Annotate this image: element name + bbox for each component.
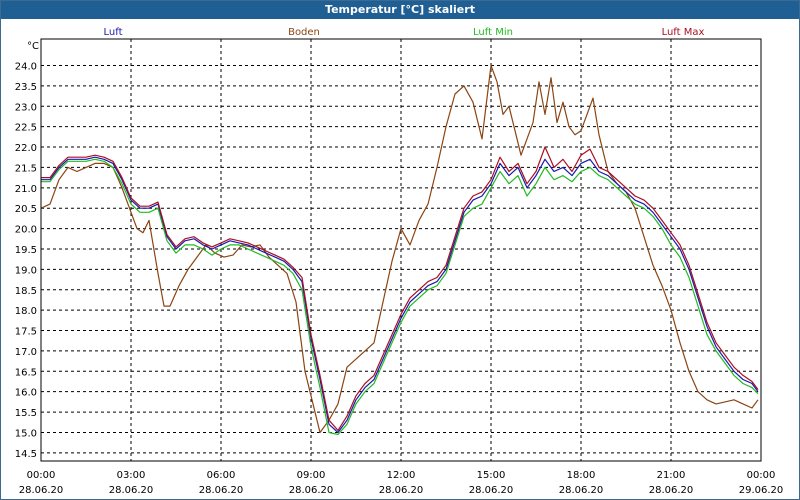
x-tick-time: 12:00 xyxy=(387,470,416,481)
y-tick-label: 16.0 xyxy=(15,388,37,399)
y-tick-label: 14.5 xyxy=(15,449,37,460)
y-tick-label: 15.0 xyxy=(15,428,37,439)
plot-frame xyxy=(40,38,762,462)
x-tick-date: 28.06.20 xyxy=(379,485,424,496)
x-tick-time: 00:00 xyxy=(27,470,56,481)
y-unit-label: °C xyxy=(27,41,39,52)
x-tick-time: 06:00 xyxy=(207,470,236,481)
y-tick-label: 23.0 xyxy=(15,102,37,113)
series-lines xyxy=(40,64,759,436)
x-tick-time: 09:00 xyxy=(297,470,326,481)
y-tick-label: 15.5 xyxy=(15,408,37,419)
grid xyxy=(41,39,761,461)
y-tick-label: 22.0 xyxy=(15,143,37,154)
x-tick-time: 15:00 xyxy=(477,470,506,481)
x-tick-time: 03:00 xyxy=(117,470,146,481)
x-tick-date: 29.06.20 xyxy=(739,485,784,496)
x-tick-date: 28.06.20 xyxy=(199,485,244,496)
y-tick-label: 24.0 xyxy=(15,62,37,73)
legend-item-boden: Boden xyxy=(288,27,320,38)
series-line-boden xyxy=(40,64,759,434)
x-axis: 00:00 28.06.20 03:00 28.06.20 06:00 28.06.20 0… xyxy=(19,470,784,496)
y-tick-label: 20.5 xyxy=(15,204,37,215)
series-line-luft-min xyxy=(41,158,759,436)
y-tick-label: 23.5 xyxy=(15,82,37,93)
y-tick-label: 16.5 xyxy=(15,367,37,378)
series-line-luft-max xyxy=(41,146,759,431)
x-tick-time: 21:00 xyxy=(657,470,686,481)
x-tick-date: 28.06.20 xyxy=(559,485,604,496)
series-line-luft xyxy=(41,156,759,434)
chart-title: Temperatur [°C] skaliert xyxy=(1,1,799,19)
legend-item-luft-max: Luft Max xyxy=(662,27,705,38)
y-tick-label: 17.5 xyxy=(15,327,37,338)
x-tick-date: 28.06.20 xyxy=(289,485,334,496)
legend-item-luft-min: Luft Min xyxy=(473,27,513,38)
legend: Luft Boden Luft Min Luft Max xyxy=(104,27,705,38)
y-tick-label: 18.0 xyxy=(15,306,37,317)
y-tick-label: 22.5 xyxy=(15,123,37,134)
y-tick-label: 17.0 xyxy=(15,347,37,358)
x-tick-date: 28.06.20 xyxy=(469,485,514,496)
x-tick-date: 28.06.20 xyxy=(649,485,694,496)
y-tick-label: 19.5 xyxy=(15,245,37,256)
y-tick-label: 21.0 xyxy=(15,184,37,195)
x-tick-date: 28.06.20 xyxy=(19,485,64,496)
y-tick-label: 21.5 xyxy=(15,163,37,174)
y-tick-label: 19.0 xyxy=(15,265,37,276)
x-tick-time: 18:00 xyxy=(567,470,596,481)
y-axis: °C 24.0 23.5 23.0 22.5 22.0 21.5 21.0 20.5 20.0 19… xyxy=(15,41,39,460)
y-tick-label: 20.0 xyxy=(15,225,37,236)
x-tick-date: 28.06.20 xyxy=(109,485,154,496)
x-tick-time: 00:00 xyxy=(747,470,776,481)
legend-item-luft: Luft xyxy=(104,27,123,38)
y-tick-label: 18.5 xyxy=(15,286,37,297)
